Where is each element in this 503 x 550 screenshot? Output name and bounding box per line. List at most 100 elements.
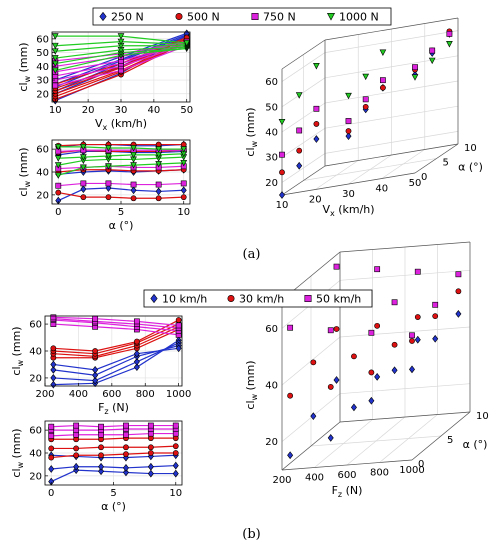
axis-frame: [339, 241, 471, 253]
legend-entry: 750 N: [263, 11, 296, 24]
series-line: [58, 182, 184, 187]
data-point: [80, 143, 87, 151]
legend-marker: [99, 11, 107, 22]
series-line: [53, 342, 179, 382]
data-point: [313, 63, 320, 70]
y-axis-label: clw (mm): [17, 147, 32, 196]
data-point: [287, 324, 294, 331]
data-point: [279, 151, 285, 158]
data-point: [51, 67, 59, 74]
data-point: [368, 369, 375, 376]
data-point: [48, 454, 55, 461]
series-line: [58, 153, 184, 159]
legend-box: [143, 289, 373, 308]
data-point: [48, 423, 55, 430]
y-tick-label: 60: [36, 145, 49, 156]
data-point: [130, 181, 137, 188]
data-point: [51, 55, 59, 62]
axis-frame: [281, 459, 413, 471]
data-point: [50, 345, 57, 352]
data-point: [327, 327, 334, 334]
data-point: [432, 334, 439, 343]
chart-a-clw-vs-alpha: 0 5 10 20 40 60 α (°) clw (mm): [17, 139, 191, 232]
data-point: [105, 184, 112, 192]
data-point: [54, 155, 62, 162]
data-point: [122, 468, 129, 477]
data-point: [92, 348, 99, 354]
data-point: [391, 341, 398, 348]
z-tick-label: 30: [265, 153, 278, 164]
data-point: [133, 318, 140, 325]
axis-frame: [339, 411, 471, 423]
data-point: [327, 384, 334, 390]
x-tick-label: 5: [110, 488, 116, 499]
x-tick-label: 10: [49, 105, 62, 116]
data-point: [296, 147, 303, 154]
data-point: [333, 376, 340, 384]
y-axis-label: α (°): [463, 438, 488, 451]
legend-marker: [326, 13, 336, 21]
data-point: [310, 359, 317, 366]
axis-frame: [281, 165, 326, 196]
x-tick-label: 0: [55, 207, 61, 218]
data-point: [98, 452, 104, 459]
series-line: [58, 146, 184, 150]
series-line: [51, 432, 176, 437]
x-axis-label: Vx (km/h): [322, 203, 374, 218]
legend-entry: 1000 N: [339, 11, 379, 24]
y-axis-label: clw (mm): [10, 428, 25, 477]
y-tick-label: 40: [36, 168, 49, 179]
x-tick-label: 800: [136, 389, 155, 400]
y-tick-label: 5: [443, 158, 449, 169]
data-point: [105, 145, 112, 152]
data-point: [333, 326, 340, 332]
series-line: [51, 437, 176, 440]
y-tick-label: 30: [36, 76, 49, 87]
x-tick-label: 50: [409, 178, 422, 189]
data-point: [105, 194, 112, 201]
data-point: [412, 64, 418, 71]
data-point: [54, 172, 62, 179]
y-tick-label: 0: [418, 459, 424, 470]
series-line: [53, 319, 179, 352]
data-point: [98, 423, 104, 430]
legend-b: 10 km/h 30 km/h 50 km/h: [143, 289, 373, 308]
x-tick-label: 200: [272, 475, 291, 486]
x-tick-label: 200: [35, 389, 54, 400]
data-point: [98, 462, 105, 471]
series-line: [53, 318, 179, 329]
x-axis-label: Fz (N): [332, 484, 363, 499]
series-line: [51, 428, 176, 431]
legend-entry: 50 km/h: [316, 293, 361, 306]
data-point: [50, 374, 57, 382]
series-line: [53, 319, 179, 332]
data-point: [80, 180, 87, 187]
z-tick-label: 40: [265, 381, 278, 392]
y-tick-label: 20: [36, 190, 49, 201]
data-point: [105, 163, 112, 170]
legend-marker: [304, 294, 312, 302]
data-point: [133, 363, 140, 372]
data-point: [117, 33, 125, 40]
z-tick-label: 40: [265, 128, 278, 139]
data-point: [50, 365, 57, 374]
data-point: [183, 40, 191, 47]
data-point: [287, 451, 294, 460]
x-tick-label: 40: [375, 184, 388, 195]
legend-entry: 10 km/h: [162, 293, 207, 306]
series-line: [53, 328, 179, 359]
data-point: [295, 92, 303, 99]
data-point: [133, 357, 140, 366]
data-point: [105, 180, 112, 187]
z-tick-label: 60: [265, 77, 278, 88]
data-point: [279, 191, 285, 199]
data-point: [175, 344, 182, 353]
gridline: [303, 158, 437, 181]
series-line: [53, 339, 179, 386]
data-point: [73, 445, 80, 452]
y-tick-label: 20: [29, 471, 42, 482]
axis-frame: [324, 143, 459, 167]
